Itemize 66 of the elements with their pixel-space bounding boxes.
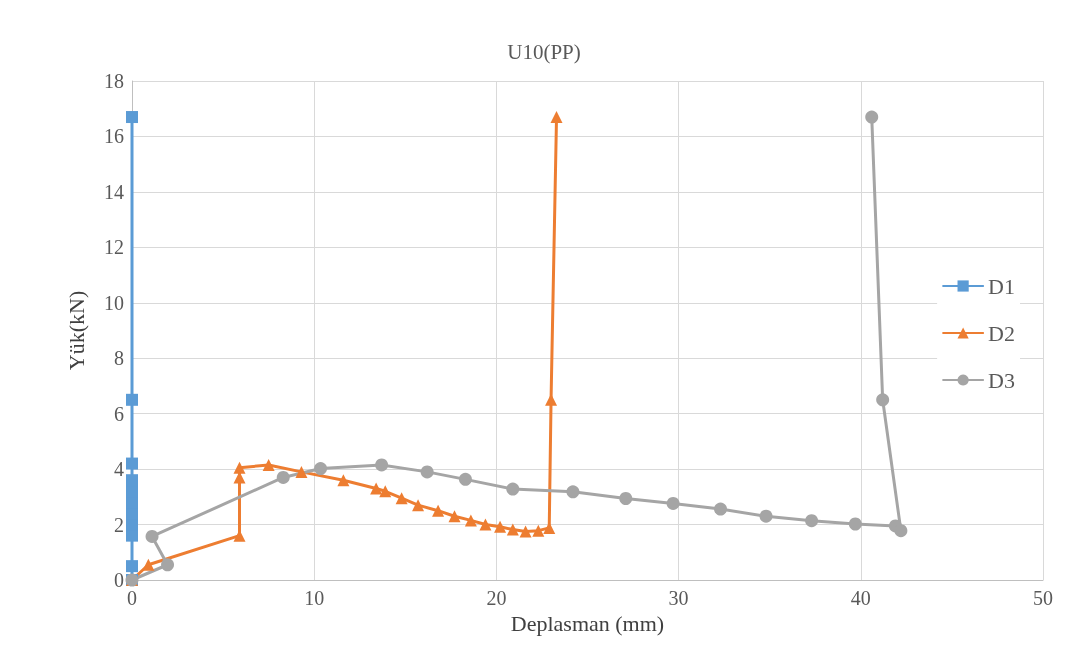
- point: [126, 111, 138, 124]
- point: [894, 524, 908, 538]
- legend-label: D1: [988, 273, 1015, 299]
- y-tick-label: 8: [114, 347, 124, 370]
- point: [458, 472, 472, 486]
- x-axis-title: Deplasman (mm): [510, 611, 665, 637]
- point: [759, 509, 773, 523]
- point: [532, 524, 545, 537]
- y-tick-label: 6: [114, 402, 124, 425]
- point: [233, 461, 246, 474]
- point: [448, 510, 461, 523]
- point: [126, 496, 138, 509]
- x-tick-label: 30: [668, 587, 689, 609]
- point: [566, 485, 580, 499]
- point: [126, 474, 138, 487]
- legend-label: D2: [988, 320, 1015, 346]
- point: [619, 492, 633, 505]
- x-tick-label: 10: [304, 587, 325, 609]
- y-tick-label: 14: [104, 180, 124, 203]
- x-tick-label: 50: [1033, 587, 1053, 609]
- point: [126, 529, 138, 542]
- x-tick-label: 20: [486, 587, 507, 609]
- point: [337, 474, 350, 487]
- point: [370, 482, 383, 495]
- point: [494, 520, 507, 533]
- point: [126, 518, 138, 531]
- y-axis-title: Yük(kN): [63, 290, 89, 371]
- point: [375, 458, 389, 472]
- y-tick-label: 0: [114, 569, 124, 591]
- point: [876, 393, 890, 407]
- y-tick-label: 10: [104, 291, 124, 314]
- point: [506, 523, 519, 536]
- point: [295, 465, 308, 478]
- point: [432, 504, 445, 517]
- x-tick-label: 40: [850, 587, 871, 609]
- point: [848, 517, 862, 531]
- y-tick-label: 4: [114, 458, 124, 481]
- point: [314, 462, 328, 476]
- point: [262, 458, 275, 471]
- point: [379, 485, 392, 498]
- point: [666, 496, 680, 510]
- point: [464, 514, 477, 527]
- point: [714, 502, 728, 516]
- point: [412, 499, 425, 512]
- y-tick-label: 2: [114, 513, 124, 536]
- point: [276, 470, 290, 484]
- chart-title: U10(PP): [507, 39, 581, 64]
- point: [126, 457, 138, 470]
- point: [126, 393, 138, 406]
- legend-label: D3: [988, 367, 1015, 393]
- point: [805, 514, 819, 528]
- point: [126, 560, 138, 573]
- point: [519, 525, 532, 538]
- point: [126, 485, 138, 498]
- point: [479, 518, 492, 531]
- point: [506, 482, 520, 496]
- point: [395, 492, 408, 505]
- point: [161, 558, 175, 572]
- y-tick-label: 16: [104, 125, 124, 148]
- point: [126, 507, 138, 520]
- y-tick-label: 12: [104, 236, 124, 259]
- point: [865, 110, 879, 124]
- point: [550, 111, 563, 124]
- point: [420, 465, 434, 479]
- point: [145, 529, 159, 543]
- y-tick-label: 18: [104, 70, 124, 92]
